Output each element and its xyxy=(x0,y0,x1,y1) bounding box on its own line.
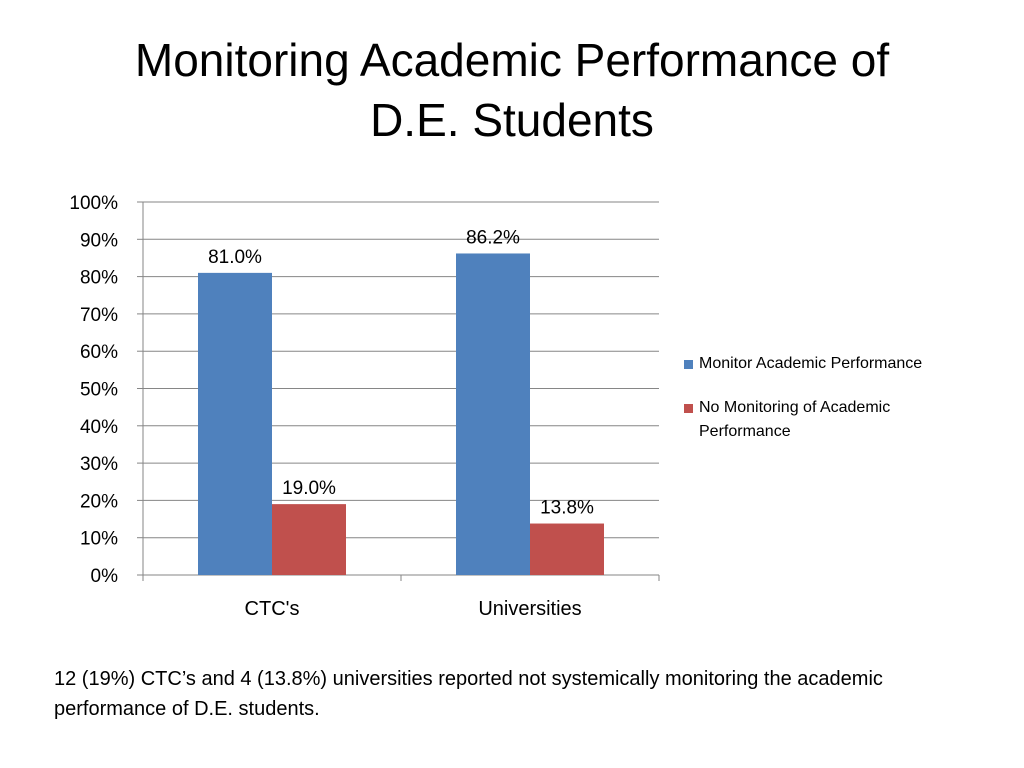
legend-label-monitor: Monitor Academic Performance xyxy=(699,355,923,372)
chart-legend: Monitor Academic Performance No Monitori… xyxy=(684,352,984,444)
bar xyxy=(456,253,530,575)
y-tick-label: 0% xyxy=(91,566,119,587)
y-tick-label: 90% xyxy=(80,230,118,251)
title-line-1: Monitoring Academic Performance of xyxy=(134,34,890,86)
x-category-label: CTC's xyxy=(245,598,300,620)
page-title: Monitoring Academic Performance of D.E. … xyxy=(0,30,1024,150)
legend-item-no-monitor: No Monitoring of Academic Performance xyxy=(684,396,984,444)
data-label: 86.2% xyxy=(466,227,520,248)
x-category-label: Universities xyxy=(478,598,581,620)
y-tick-label: 30% xyxy=(80,454,118,475)
y-tick-label: 10% xyxy=(80,529,118,550)
footnote-text: 12 (19%) CTC’s and 4 (13.8%) universitie… xyxy=(54,668,883,720)
y-tick-label: 60% xyxy=(80,342,118,363)
y-tick-label: 80% xyxy=(80,268,118,289)
title-line-2: D.E. Students xyxy=(370,94,654,146)
y-tick-label: 70% xyxy=(80,305,118,326)
bar xyxy=(198,272,272,575)
legend-label-no-monitor: No Monitoring of Academic Performance xyxy=(699,399,891,440)
bar xyxy=(272,504,346,575)
bar xyxy=(530,523,604,575)
data-label: 19.0% xyxy=(282,478,336,499)
data-label: 13.8% xyxy=(540,498,594,519)
y-tick-label: 100% xyxy=(69,193,118,214)
y-tick-label: 20% xyxy=(80,491,118,512)
y-tick-label: 50% xyxy=(80,380,118,401)
data-label: 81.0% xyxy=(208,247,262,268)
legend-swatch-no-monitor xyxy=(684,404,693,413)
legend-item-monitor: Monitor Academic Performance xyxy=(684,352,984,376)
y-tick-label: 40% xyxy=(80,417,118,438)
legend-swatch-monitor xyxy=(684,360,693,369)
